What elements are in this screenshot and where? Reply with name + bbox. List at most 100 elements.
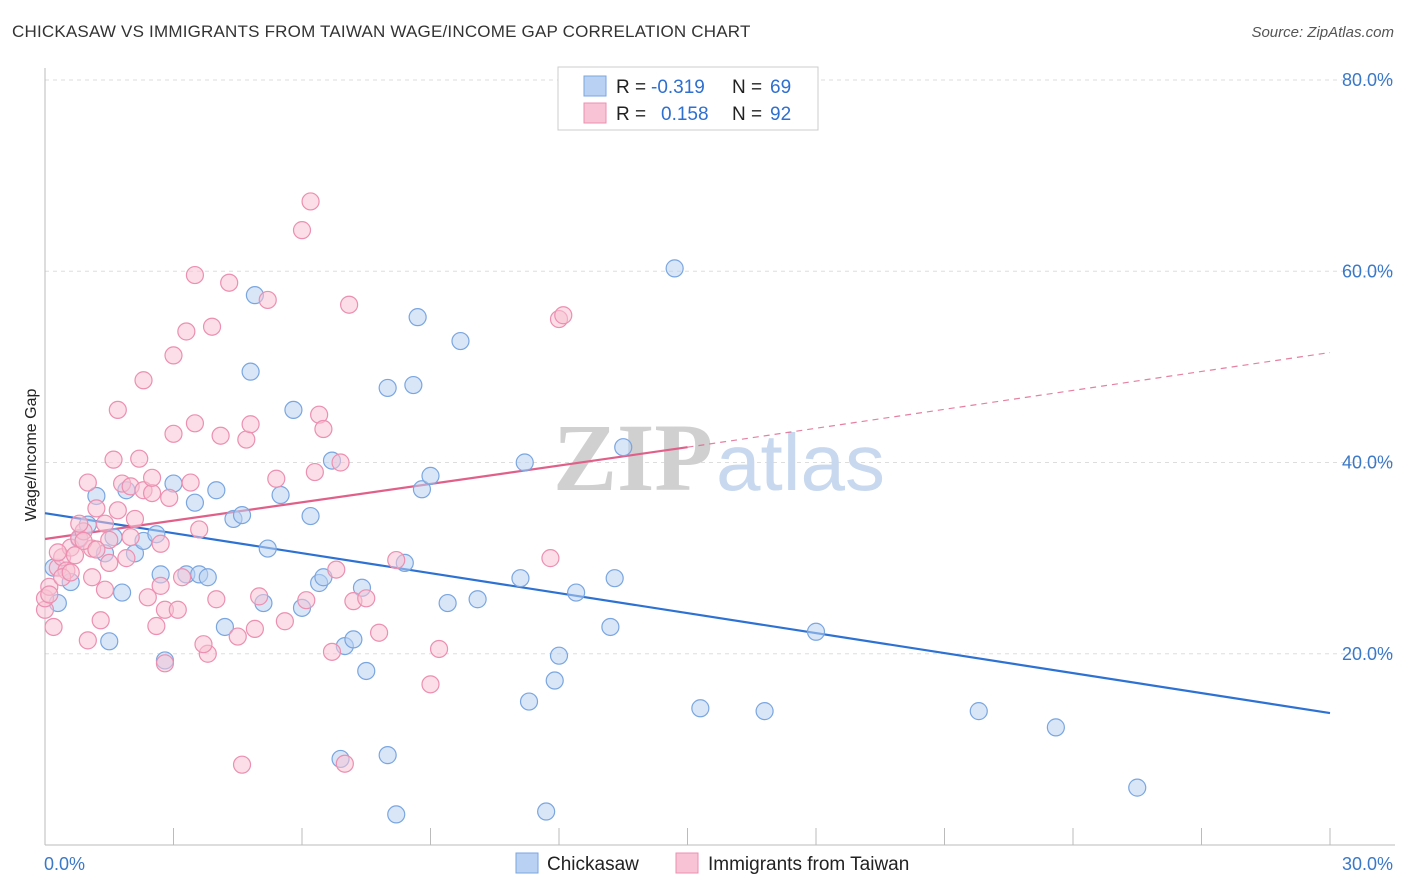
legend-blue-label: Chickasaw: [547, 854, 639, 875]
blue-data-point: [357, 661, 376, 681]
blue-data-point: [691, 699, 710, 718]
blue-data-point: [605, 569, 624, 588]
pink-data-point: [87, 499, 106, 518]
blue-data-point: [468, 590, 487, 609]
blue-data-point: [258, 539, 277, 558]
y-tick-label: 20.0%: [1342, 644, 1393, 664]
pink-data-point: [429, 639, 449, 659]
stats-pink-n-value: 92: [770, 104, 791, 125]
blue-data-point: [207, 481, 226, 500]
pink-data-point: [44, 617, 63, 637]
pink-data-point: [194, 635, 213, 654]
blue-data-point: [112, 583, 132, 602]
pink-data-point: [168, 600, 187, 619]
pink-data-point: [370, 623, 389, 642]
legend: Chickasaw Immigrants from Taiwan: [515, 852, 909, 875]
pink-data-point: [541, 549, 560, 568]
legend-pink-label: Immigrants from Taiwan: [708, 854, 909, 875]
pink-data-point: [305, 462, 324, 482]
blue-data-point: [567, 583, 586, 602]
pink-data-point: [322, 642, 342, 661]
pink-data-point: [211, 426, 230, 445]
pink-data-point: [108, 400, 127, 420]
pink-data-point: [48, 543, 67, 562]
blue-data-point: [1046, 718, 1065, 737]
chart-source: Source: ZipAtlas.com: [1251, 24, 1394, 41]
blue-data-point: [378, 378, 397, 398]
pink-data-point: [292, 221, 312, 240]
pink-data-point: [142, 484, 162, 503]
blue-data-point: [614, 438, 633, 457]
pink-trend-line: [44, 446, 688, 541]
pink-data-point: [172, 568, 192, 587]
blue-data-point: [284, 400, 303, 420]
pink-data-point: [190, 520, 209, 539]
pink-data-point: [151, 534, 170, 553]
pink-data-point: [185, 265, 205, 285]
pink-trend-extension: [687, 351, 1331, 448]
pink-data-point: [74, 531, 93, 551]
blue-data-point: [421, 466, 440, 485]
axes: [44, 68, 1395, 846]
x-tick-labels: 0.0% 30.0%: [44, 854, 1393, 874]
blue-data-point: [378, 746, 397, 765]
pink-data-point: [220, 273, 239, 292]
blue-data-point: [232, 505, 252, 525]
blue-data-point: [451, 331, 470, 351]
pink-data-point: [241, 415, 260, 434]
blue-data-point: [549, 646, 569, 665]
blue-data-point: [241, 362, 260, 381]
pink-data-point: [95, 580, 115, 599]
pink-data-point: [61, 563, 80, 582]
blue-data-point: [601, 617, 620, 637]
pink-data-point: [340, 295, 359, 314]
blue-data-point: [404, 375, 423, 395]
pink-data-point: [237, 430, 256, 449]
pink-data-point: [104, 450, 123, 469]
pink-data-point: [314, 419, 333, 439]
pink-data-point: [95, 514, 115, 533]
pink-data-point: [155, 654, 175, 673]
stats-blue-r-value: -0.319: [651, 77, 705, 98]
blue-data-point: [511, 569, 530, 588]
pink-data-point: [160, 488, 179, 507]
pink-data-point: [202, 317, 222, 336]
pink-data-point: [185, 414, 205, 433]
blue-data-point: [806, 622, 826, 641]
pink-data-point: [207, 590, 226, 609]
blue-data-point: [215, 617, 234, 637]
pink-data-point: [100, 530, 119, 550]
pink-data-point: [331, 453, 350, 472]
pink-data-point: [357, 589, 376, 608]
pink-data-point: [250, 587, 269, 606]
blue-data-point: [408, 308, 427, 327]
stats-blue-swatch: [583, 75, 607, 97]
blue-data-point: [271, 485, 290, 505]
legend-pink-swatch: [675, 852, 699, 874]
blue-data-point: [100, 632, 119, 651]
legend-blue-swatch: [515, 852, 539, 874]
pink-data-point: [327, 560, 346, 579]
pink-data-point: [181, 473, 200, 492]
blue-data-point: [515, 453, 534, 472]
stats-blue-n-value: 69: [770, 77, 791, 98]
pink-data-point: [258, 290, 277, 310]
pink-data-point: [228, 627, 247, 646]
pink-data-point: [267, 469, 286, 488]
stats-box: R = -0.319 N = 69 R = 0.158 N = 92: [557, 66, 819, 131]
stats-blue-n-label: N =: [732, 77, 762, 98]
blue-data-point: [438, 593, 457, 613]
pink-data-point: [40, 585, 59, 604]
blue-data-point: [545, 671, 564, 690]
pink-data-point: [130, 449, 149, 468]
stats-pink-r-value: 0.158: [661, 104, 709, 125]
x-tick-label: 0.0%: [44, 854, 85, 874]
pink-data-point: [335, 754, 354, 773]
pink-data-point: [121, 527, 140, 547]
y-tick-label: 80.0%: [1342, 70, 1393, 90]
watermark: ZIP atlas: [553, 404, 885, 511]
chart-title: CHICKASAW VS IMMIGRANTS FROM TAIWAN WAGE…: [12, 22, 751, 41]
y-tick-labels: 20.0% 40.0% 60.0% 80.0%: [1342, 70, 1393, 664]
blue-data-point: [387, 805, 406, 824]
pink-data-point: [164, 424, 183, 443]
